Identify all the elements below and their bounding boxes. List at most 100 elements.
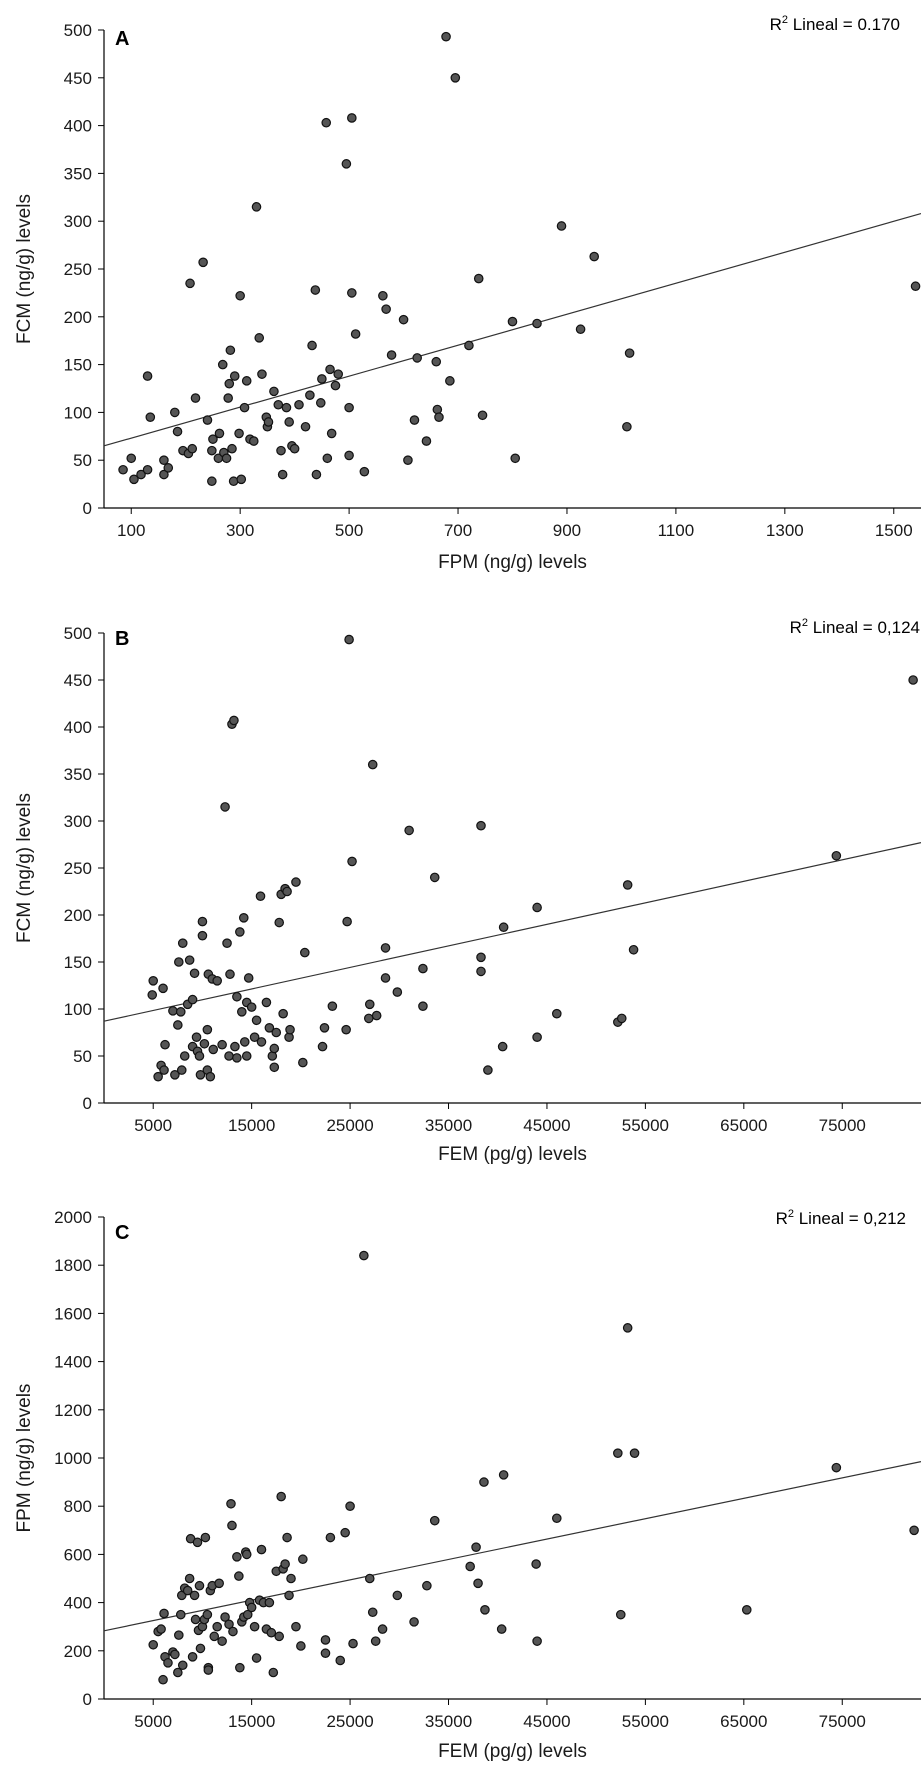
data-point bbox=[172, 426, 183, 437]
data-point bbox=[239, 402, 250, 413]
data-point bbox=[342, 916, 352, 927]
data-point bbox=[229, 371, 240, 381]
chart-panel-c: 0 200 400 600 800 1000 1200 1400 1600 1800 2000 500… bbox=[0, 1200, 921, 1769]
data-point bbox=[450, 73, 461, 83]
data-point bbox=[445, 376, 455, 386]
data-point bbox=[380, 943, 391, 953]
data-point bbox=[190, 1614, 201, 1625]
data-point bbox=[340, 1527, 350, 1538]
data-point bbox=[273, 399, 284, 410]
data-point bbox=[480, 1605, 490, 1615]
data-point bbox=[473, 1578, 483, 1589]
data-point bbox=[418, 1001, 428, 1011]
data-point bbox=[320, 1635, 331, 1645]
y-tick-label: 450 bbox=[64, 671, 92, 690]
data-point bbox=[129, 474, 139, 485]
y-tick-label: 1000 bbox=[54, 1449, 92, 1468]
data-point bbox=[479, 1477, 489, 1487]
data-point bbox=[159, 469, 169, 480]
x-tick-label: 5000 bbox=[134, 1116, 172, 1135]
data-point bbox=[367, 759, 378, 770]
data-point bbox=[622, 880, 633, 890]
data-point bbox=[347, 288, 357, 298]
data-point bbox=[198, 257, 208, 268]
data-point bbox=[177, 1660, 188, 1671]
data-point bbox=[831, 1462, 842, 1473]
data-point bbox=[202, 415, 213, 425]
data-point bbox=[615, 1609, 626, 1620]
data-point bbox=[176, 1065, 187, 1075]
y-tick-label: 100 bbox=[64, 403, 92, 422]
r2-value-text: Lineal = 0,124 bbox=[808, 618, 920, 637]
data-point bbox=[291, 1621, 301, 1632]
data-point bbox=[386, 350, 397, 360]
y-tick-label: 1200 bbox=[54, 1401, 92, 1420]
data-point bbox=[315, 398, 326, 408]
data-point bbox=[910, 281, 921, 292]
data-point bbox=[307, 340, 317, 351]
data-point bbox=[575, 324, 586, 335]
x-tick-label: 55000 bbox=[622, 1712, 669, 1731]
y-tick-label: 0 bbox=[83, 1094, 92, 1113]
data-point bbox=[616, 1013, 627, 1024]
data-point bbox=[214, 1578, 224, 1589]
data-point bbox=[278, 1008, 288, 1019]
data-point bbox=[298, 1057, 308, 1068]
data-point bbox=[421, 436, 432, 446]
data-point bbox=[398, 314, 409, 325]
data-point bbox=[281, 402, 292, 413]
y-tick-label: 400 bbox=[64, 718, 92, 737]
data-point bbox=[269, 386, 279, 397]
data-point bbox=[532, 318, 542, 329]
r-squared-annotation: R2 Lineal = 0.170 bbox=[770, 14, 900, 34]
x-tick-label: 100 bbox=[117, 521, 145, 540]
data-point bbox=[344, 402, 354, 413]
data-point bbox=[378, 290, 388, 301]
data-point bbox=[246, 1002, 257, 1012]
y-tick-label: 50 bbox=[73, 1047, 92, 1066]
data-point bbox=[224, 1051, 234, 1061]
data-point bbox=[159, 1065, 169, 1075]
y-tick-label: 500 bbox=[64, 624, 92, 643]
data-point bbox=[185, 278, 195, 289]
y-tick-label: 350 bbox=[64, 164, 92, 183]
data-point bbox=[310, 285, 321, 295]
r2-letter: R bbox=[770, 15, 782, 34]
x-tick-label: 5000 bbox=[134, 1712, 172, 1731]
data-point bbox=[289, 443, 300, 454]
data-point bbox=[170, 1069, 180, 1080]
data-point bbox=[498, 922, 509, 933]
x-tick-label: 25000 bbox=[326, 1116, 373, 1135]
data-point bbox=[249, 1032, 260, 1042]
r-squared-annotation: R2 Lineal = 0,124 bbox=[790, 617, 920, 637]
data-point bbox=[613, 1448, 623, 1458]
data-point bbox=[159, 1608, 169, 1619]
data-point bbox=[251, 202, 262, 212]
data-point bbox=[195, 1069, 206, 1080]
data-point bbox=[269, 1062, 280, 1073]
data-point bbox=[403, 455, 413, 465]
data-point bbox=[341, 1024, 351, 1035]
data-point bbox=[510, 453, 521, 464]
data-point bbox=[333, 369, 344, 379]
data-point bbox=[285, 1024, 295, 1035]
x-tick-label: 25000 bbox=[326, 1712, 373, 1731]
data-point bbox=[589, 251, 599, 262]
data-point bbox=[235, 1662, 245, 1673]
data-point bbox=[142, 371, 153, 381]
data-point bbox=[477, 410, 488, 421]
data-point bbox=[235, 290, 245, 301]
data-point bbox=[177, 938, 188, 948]
data-point bbox=[327, 1001, 338, 1011]
data-point bbox=[227, 1520, 237, 1531]
data-point bbox=[191, 1032, 202, 1042]
data-point bbox=[207, 476, 217, 487]
data-point bbox=[629, 1448, 640, 1458]
data-point bbox=[622, 421, 632, 432]
data-point bbox=[624, 348, 635, 358]
data-point bbox=[432, 404, 443, 415]
r2-value-text: Lineal = 0,212 bbox=[794, 1209, 906, 1228]
y-tick-label: 100 bbox=[64, 1000, 92, 1019]
x-tick-label: 500 bbox=[335, 521, 363, 540]
data-point bbox=[226, 1498, 236, 1509]
